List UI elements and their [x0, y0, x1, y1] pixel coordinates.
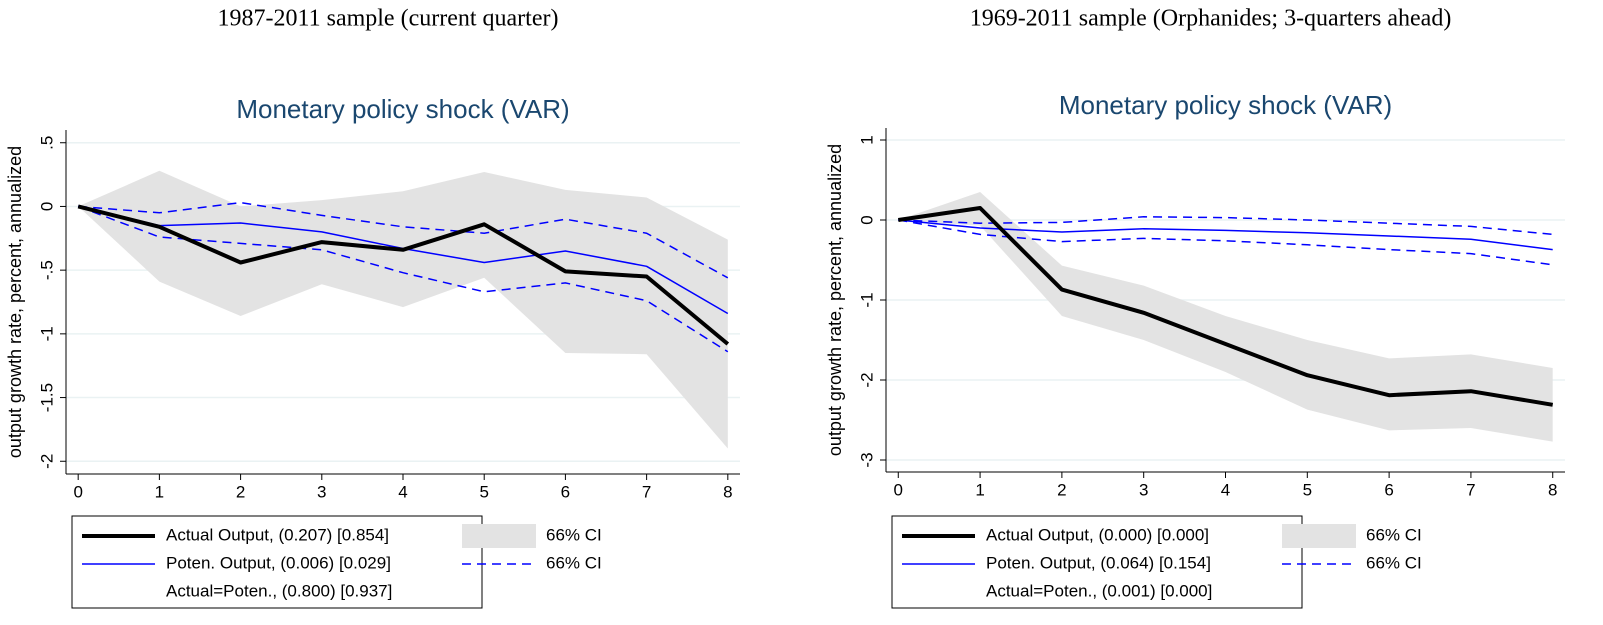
x-tick-label: 7 — [1466, 480, 1475, 499]
y-tick-label: .5 — [37, 136, 56, 150]
y-tick-label: -1.5 — [37, 383, 56, 412]
x-tick-label: 3 — [1139, 480, 1148, 499]
series-line — [77, 204, 730, 346]
x-tick-label: 7 — [642, 482, 651, 501]
legend-label: 66% CI — [546, 553, 602, 572]
x-tick-label: 1 — [155, 482, 164, 501]
ci-area — [78, 170, 728, 449]
x-tick-label: 6 — [1384, 480, 1393, 499]
x-tick-label: 4 — [398, 482, 407, 501]
x-tick-label: 8 — [1548, 480, 1557, 499]
series-line — [898, 206, 1554, 407]
y-tick-label: -2 — [37, 454, 56, 469]
legend-label: 66% CI — [1366, 525, 1422, 544]
series-line — [898, 219, 1553, 251]
legend-label: Actual Output, (0.000) [0.000] — [986, 525, 1209, 544]
ci-line — [898, 216, 1553, 236]
y-tick-label: -3 — [857, 452, 876, 467]
legend-label: 66% CI — [1366, 553, 1422, 572]
x-tick-label: 5 — [1303, 480, 1312, 499]
x-tick-label: 6 — [561, 482, 570, 501]
legend-label: Actual Output, (0.207) [0.854] — [166, 525, 389, 544]
x-tick-label: 5 — [479, 482, 488, 501]
x-tick-label: 0 — [894, 480, 903, 499]
x-tick-label: 2 — [236, 482, 245, 501]
panel-heading: 1969-2011 sample (Orphanides; 3-quarters… — [970, 6, 1452, 32]
x-tick-label: 8 — [723, 482, 732, 501]
ci-line — [78, 201, 729, 279]
legend-box — [891, 515, 1303, 609]
x-tick-label: 0 — [73, 482, 82, 501]
y-tick-label: -1 — [37, 326, 56, 341]
y-tick-label: -.5 — [37, 260, 56, 280]
y-axis-label: output growth rate, percent, annualized — [825, 144, 845, 456]
x-tick-label: 2 — [1057, 480, 1066, 499]
legend-swatch — [462, 524, 536, 548]
legend-note: Actual=Poten., (0.800) [0.937] — [166, 581, 392, 600]
legend-label: 66% CI — [546, 525, 602, 544]
x-tick-label: 4 — [1221, 480, 1230, 499]
chart-title: Monetary policy shock (VAR) — [236, 94, 569, 124]
legend-box — [71, 515, 483, 609]
legend-swatch — [1282, 524, 1356, 548]
x-tick-label: 1 — [975, 480, 984, 499]
y-tick-label: -1 — [857, 292, 876, 307]
legend-label: Poten. Output, (0.064) [0.154] — [986, 553, 1211, 572]
chart-title: Monetary policy shock (VAR) — [1059, 90, 1392, 120]
ci-area — [898, 192, 1553, 442]
y-tick-label: 0 — [857, 215, 876, 224]
y-tick-label: 0 — [37, 202, 56, 211]
legend-note: Actual=Poten., (0.001) [0.000] — [986, 581, 1212, 600]
y-tick-label: -2 — [857, 372, 876, 387]
legend-label: Poten. Output, (0.006) [0.029] — [166, 553, 391, 572]
panel-heading: 1987-2011 sample (current quarter) — [218, 6, 559, 32]
y-axis-label: output growth rate, percent, annualized — [5, 146, 25, 458]
y-tick-label: 1 — [857, 135, 876, 144]
x-tick-label: 3 — [317, 482, 326, 501]
